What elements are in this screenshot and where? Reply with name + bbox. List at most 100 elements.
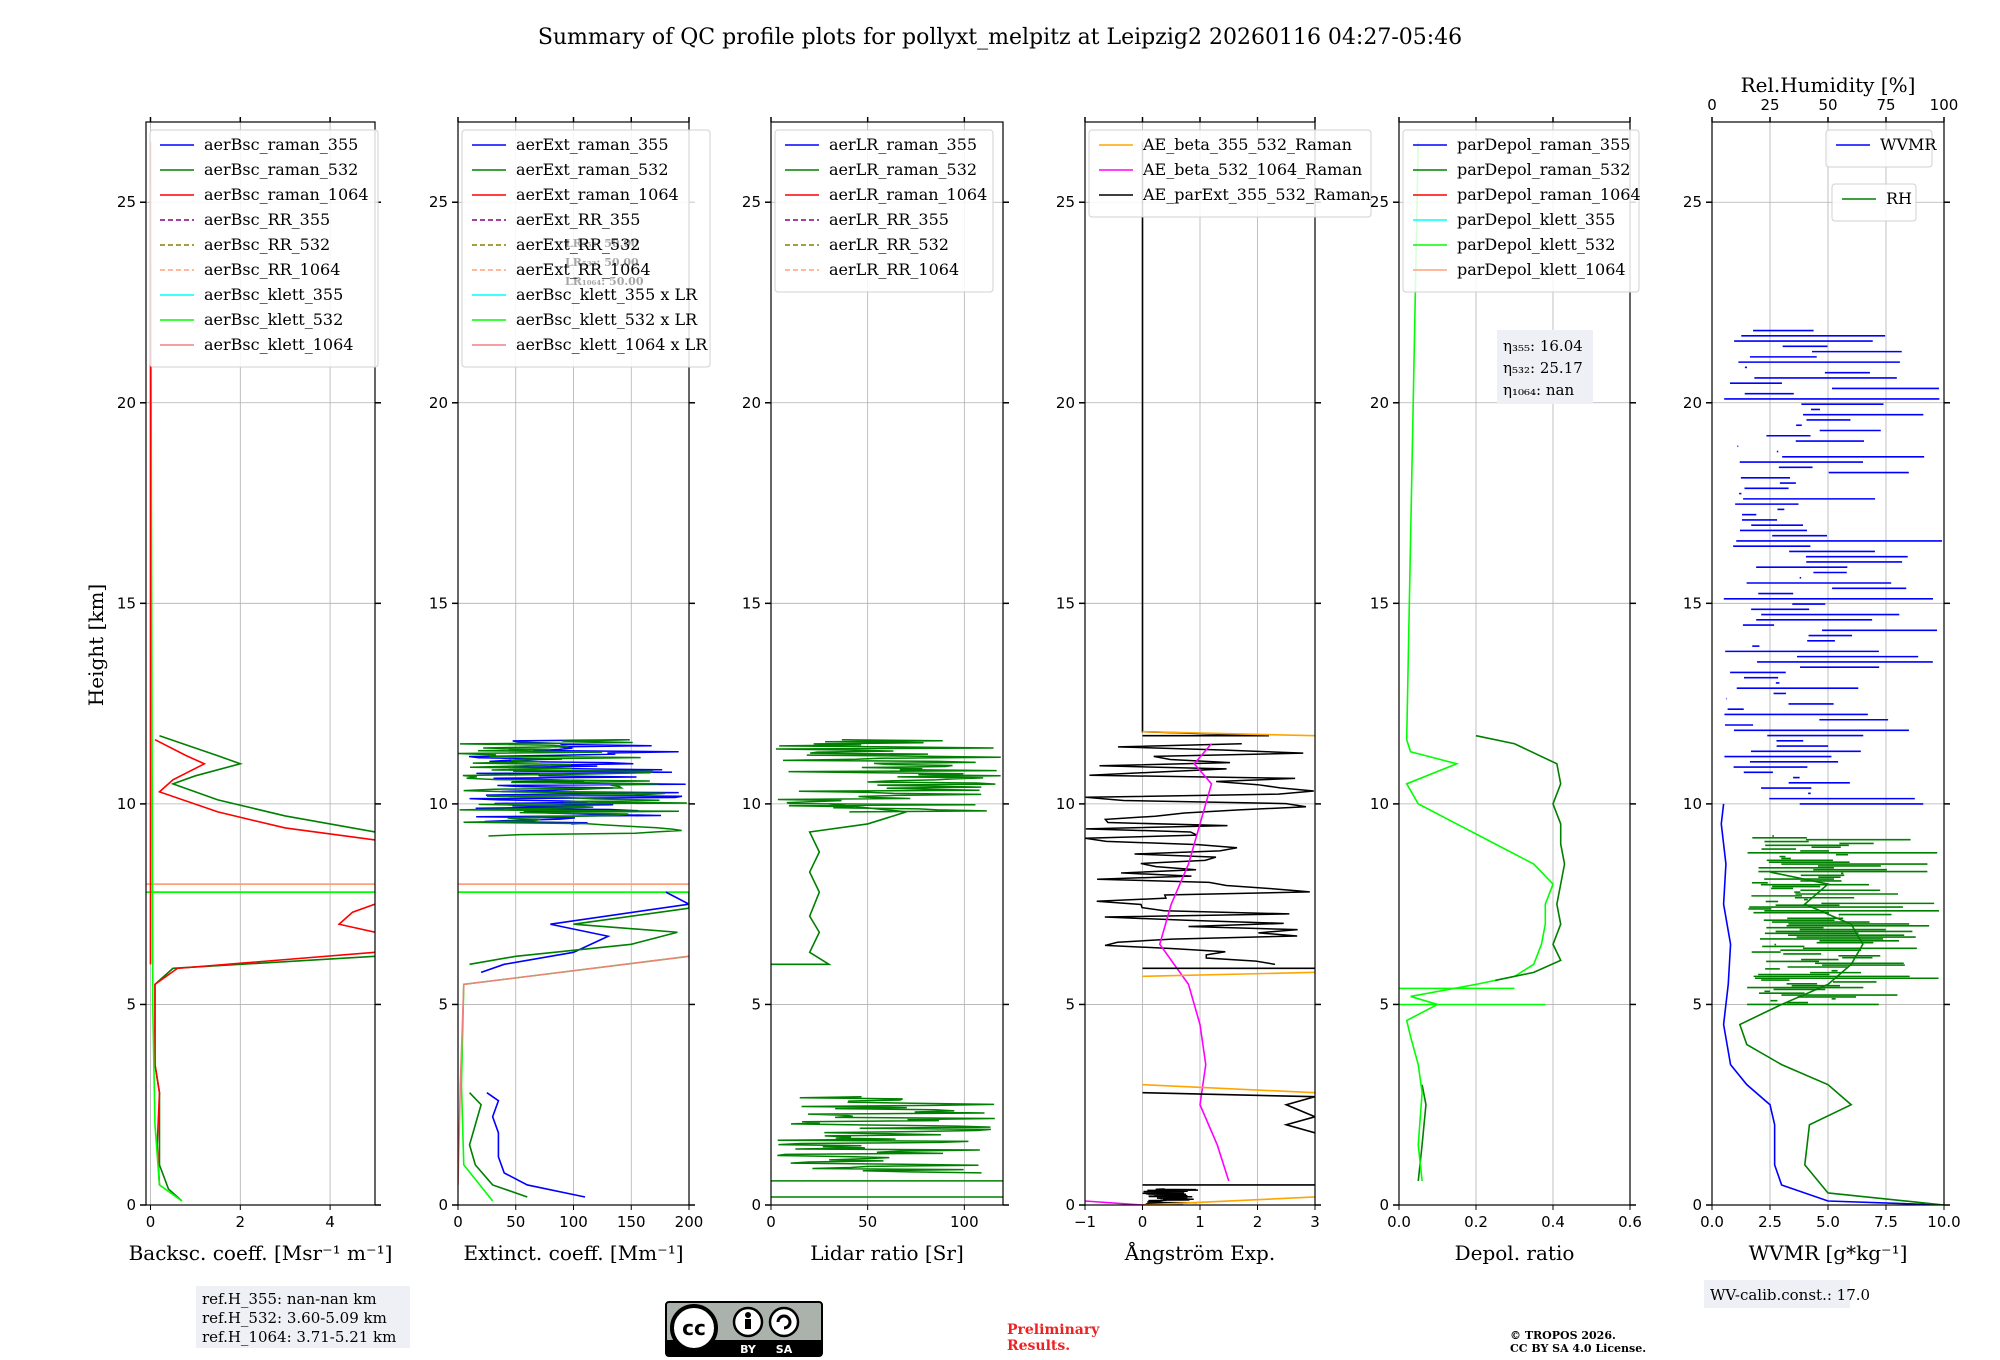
x-tick-label: 0 <box>146 1213 156 1231</box>
legend-entry: aerExt_raman_1064 <box>516 185 679 204</box>
x-tick-label: 3 <box>1310 1213 1320 1231</box>
legend-entry: aerExt_raman_355 <box>516 135 669 154</box>
panel-ext: 0 50 100 150 200 0 5 10 15 20 25 Extinct. coeff. [M… <box>429 117 711 1265</box>
x-tick-label: 0.0 <box>1700 1213 1724 1231</box>
y-tick-label: 15 <box>1683 594 1702 612</box>
y-tick-label: 5 <box>1692 995 1702 1013</box>
y-tick-label: 0 <box>751 1196 761 1214</box>
series-RH <box>1738 871 1944 1205</box>
plot-area <box>771 738 1003 1198</box>
x-tick-label: −1 <box>1074 1213 1096 1231</box>
legend-entry: parDepol_klett_355 <box>1457 210 1615 229</box>
series-aerBsc_klett_1064 x LR <box>458 955 689 1185</box>
axes-frame <box>770 121 1004 1206</box>
y-tick-label: 10 <box>1056 795 1075 813</box>
x-axis-label: WVMR [g*kg⁻¹] <box>1749 1241 1908 1265</box>
ref-height-box: ref.H_355: nan-nan km ref.H_532: 3.60-5.… <box>196 1286 410 1348</box>
y-tick-label: 20 <box>1056 394 1075 412</box>
sa-text: SA <box>776 1343 793 1356</box>
y-tick-label: 10 <box>742 795 761 813</box>
legend-entry: aerBsc_klett_1064 x LR <box>516 335 708 354</box>
legend-box <box>461 129 711 368</box>
x-tick-label: 0 <box>766 1213 776 1231</box>
y-tick-label: 10 <box>117 795 136 813</box>
y-tick-label: 0 <box>1692 1196 1702 1214</box>
x-axis-label: Ångström Exp. <box>1124 1240 1275 1265</box>
x-tick-label: 0.0 <box>1387 1213 1411 1231</box>
legend-entry: parDepol_raman_355 <box>1457 135 1630 154</box>
series-aerBsc_klett_532 x LR <box>460 955 689 1202</box>
ref-h-1064: ref.H_1064: 3.71-5.21 km <box>202 1328 396 1346</box>
series-aerLR_raman_532 <box>771 803 907 966</box>
x-tick-label: 150 <box>617 1213 646 1231</box>
series-aerBsc_raman_1064_b <box>337 903 375 934</box>
x-tick-label: 100 <box>950 1213 979 1231</box>
series-AE_parExt_355_532_Raman <box>1141 142 1270 737</box>
legend-entry: parDepol_raman_1064 <box>1457 185 1641 204</box>
legend-entry: aerBsc_klett_1064 <box>204 335 353 354</box>
legend-entry: aerExt_raman_532 <box>516 160 669 179</box>
plot-area <box>1720 329 1944 1205</box>
series-AE_beta_355_532_Raman_b <box>1142 971 1315 978</box>
legend-box <box>1831 183 1917 222</box>
y-axis-label: Height [km] <box>84 584 108 706</box>
y-tick-label: 15 <box>429 594 448 612</box>
noise-trace <box>1085 742 1314 966</box>
series-AE_beta_532_1064_Raman <box>1158 743 1230 1182</box>
y-tick-label: 15 <box>1056 594 1075 612</box>
axes-frame <box>145 121 376 1206</box>
legend-entry: aerExt_RR_355 <box>516 210 640 229</box>
series-AE_beta_355_532_Raman_c <box>1142 1083 1315 1094</box>
x-axis-label: Extinct. coeff. [Mm⁻¹] <box>463 1241 683 1265</box>
legend-entry: aerBsc_RR_1064 <box>204 260 340 279</box>
series-AE_parExt_355_532_Raman_c <box>1142 1091 1315 1134</box>
series-aerBsc_raman_532_c <box>159 734 375 833</box>
x-top-axis-label: Rel.Humidity [%] <box>1741 73 1916 97</box>
plot-area <box>146 142 375 1202</box>
y-tick-label: 10 <box>1370 795 1389 813</box>
eta-box-bg <box>1497 330 1593 404</box>
y-tick-label: 10 <box>429 795 448 813</box>
series-aerBsc_raman_1064_c <box>154 738 375 841</box>
series-AE_beta_355_532_Raman <box>1142 730 1315 737</box>
ref-height-box-bg <box>196 1286 410 1348</box>
x-tick-label: 2 <box>236 1213 246 1231</box>
legend-entry: aerLR_RR_355 <box>829 210 949 229</box>
legend-entry: aerExt_RR_1064 <box>516 260 651 279</box>
y-tick-label: 20 <box>117 394 136 412</box>
y-tick-label: 25 <box>742 193 761 211</box>
series-aerBsc_raman_532 <box>154 955 375 1202</box>
eta-1064: η₁₀₆₄: nan <box>1503 381 1574 399</box>
legend-entry: WVMR <box>1880 135 1937 154</box>
x-tick-label: 0 <box>1138 1213 1148 1231</box>
plot-area <box>1399 142 1566 1182</box>
y-tick-label: 25 <box>1370 193 1389 211</box>
legend-entry: aerBsc_RR_355 <box>204 210 330 229</box>
panel-lr: 0 50 100 0 5 10 15 20 25 Lidar ratio [Sr] aerLR_ra… <box>742 117 1009 1265</box>
x-tick-label: 200 <box>675 1213 704 1231</box>
x-tick-label: 100 <box>559 1213 588 1231</box>
legend-entry: AE_beta_532_1064_Raman <box>1142 160 1362 179</box>
legend-entry: aerBsc_raman_1064 <box>204 185 369 204</box>
eta-532: η₅₃₂: 25.17 <box>1503 359 1583 377</box>
legend-box <box>1402 129 1640 293</box>
y-tick-label: 10 <box>1683 795 1702 813</box>
lr-info: LR₃₅₅: 50.00 LR₅₃₂: 50.00 LR₁₀₆₄: 50.00 <box>565 237 644 288</box>
lr-1064: LR₁₀₆₄: 50.00 <box>565 275 644 288</box>
series-AE_beta_532_1064_Raman_b <box>1085 1200 1143 1205</box>
legend-entry: aerLR_raman_532 <box>829 160 977 179</box>
series-parDepol_raman_532_b <box>1475 734 1566 982</box>
x-tick-label: 0.2 <box>1464 1213 1488 1231</box>
legend-entry: aerLR_RR_532 <box>829 235 949 254</box>
preliminary-line1: Preliminary <box>1007 1322 1100 1338</box>
legend-entry: aerExt_RR_532 <box>516 235 640 254</box>
y-tick-label: 5 <box>1379 995 1389 1013</box>
plot-area <box>1085 142 1315 1205</box>
cc-license-logo: cc BY SA <box>665 1301 823 1357</box>
panel-depol: 0.0 0.2 0.4 0.6 0 5 10 15 20 25 Depol. ratio parDep… <box>1370 117 1642 1265</box>
x-top-tick-label: 50 <box>1818 96 1837 114</box>
y-tick-label: 0 <box>1065 1196 1075 1214</box>
axes-frame <box>1398 121 1631 1206</box>
eta-box: η₃₅₅: 16.04 η₅₃₂: 25.17 η₁₀₆₄: nan <box>1497 330 1593 404</box>
cc-text: cc <box>682 1316 706 1340</box>
